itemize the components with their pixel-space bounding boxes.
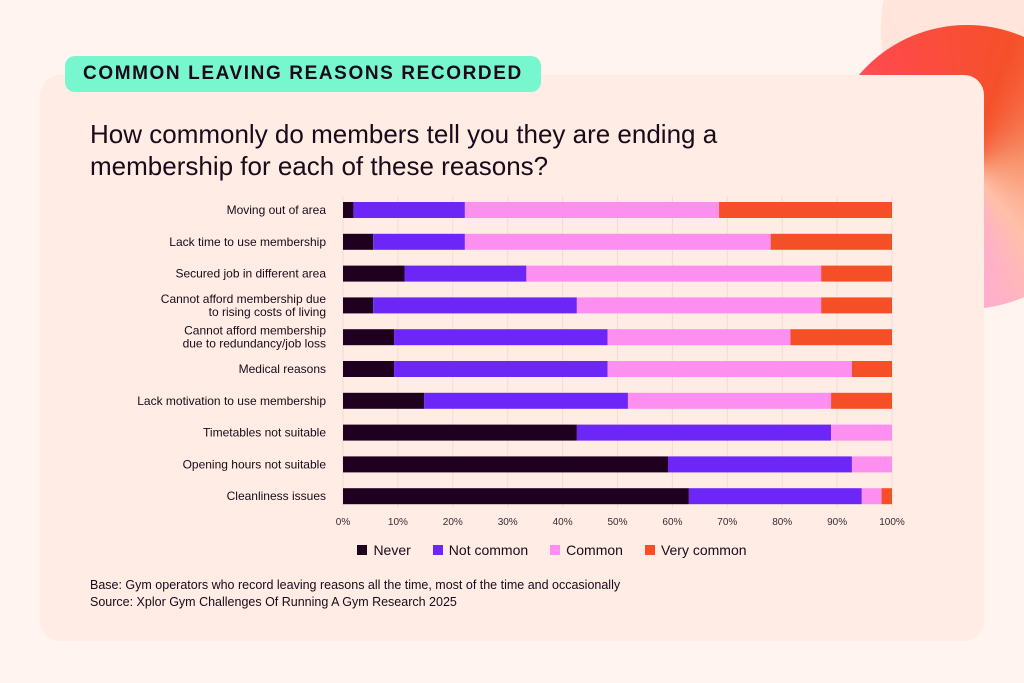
bar-segment-never: [343, 456, 669, 473]
bar-segment-not-common: [373, 297, 577, 314]
legend-swatch: [432, 545, 443, 555]
bar-segment-never: [343, 424, 577, 441]
category-label: Lack motivation to use membership: [137, 394, 326, 408]
bar-segment-very-common: [821, 265, 892, 282]
x-tick-label: 20%: [443, 517, 463, 528]
section-badge: COMMON LEAVING REASONS RECORDED: [65, 56, 541, 92]
category-label: due to redundancy/job loss: [183, 337, 326, 351]
legend-swatch: [550, 545, 561, 555]
chart-footer: Base: Gym operators who record leaving r…: [90, 577, 970, 611]
chart-legend: Never Not common Common Very common: [0, 542, 1024, 558]
bar-segment-very-common: [770, 233, 892, 250]
x-tick-label: 50%: [607, 517, 627, 528]
bar-segment-very-common: [790, 329, 892, 346]
bar-segment-very-common: [851, 361, 892, 377]
legend-item: Never: [357, 542, 411, 558]
bar-segment-common: [831, 424, 892, 441]
bar-segment-not-common: [668, 456, 852, 473]
legend-swatch: [644, 545, 655, 555]
legend-label: Not common: [448, 542, 529, 558]
bar-segment-never: [343, 329, 395, 346]
category-label: Cleanliness issues: [227, 489, 326, 503]
category-label: Medical reasons: [239, 362, 326, 376]
bar-segment-never: [343, 202, 354, 218]
bar-segment-very-common: [719, 202, 892, 218]
chart-title: How commonly do members tell you they ar…: [90, 119, 718, 181]
bar-segment-not-common: [353, 202, 465, 218]
bar-segment-common: [861, 488, 882, 505]
legend-label: Very common: [660, 542, 747, 558]
bar-segment-not-common: [394, 361, 608, 377]
category-label: Secured job in different area: [175, 267, 326, 281]
x-tick-label: 60%: [662, 517, 682, 528]
bar-segment-never: [343, 488, 689, 505]
bar-segment-common: [576, 297, 822, 314]
bar-segment-very-common: [881, 488, 892, 505]
legend-item: Not common: [432, 542, 529, 558]
category-label: Moving out of area: [227, 203, 327, 217]
legend-swatch: [357, 545, 368, 555]
category-label: Opening hours not suitable: [183, 457, 327, 471]
bar-segment-common: [627, 392, 832, 409]
category-label: Cannot afford membership due: [161, 292, 327, 306]
bar-segment-common: [526, 265, 822, 282]
x-tick-label: 0%: [336, 517, 351, 528]
bar-segment-common: [607, 361, 852, 377]
x-tick-label: 80%: [772, 517, 792, 528]
bar-segment-common: [607, 329, 791, 346]
category-label: Cannot afford membership: [184, 324, 326, 338]
bar-segment-common: [464, 233, 771, 250]
x-tick-label: 30%: [498, 517, 518, 528]
category-label: to rising costs of living: [209, 305, 326, 319]
bar-segment-never: [343, 392, 425, 409]
base-note: Base: Gym operators who record leaving r…: [90, 578, 621, 592]
bar-segment-not-common: [404, 265, 527, 282]
category-label: Timetables not suitable: [203, 426, 326, 440]
bar-segment-not-common: [576, 424, 832, 441]
bar-segment-not-common: [373, 233, 465, 250]
bar-segment-very-common: [831, 392, 892, 409]
x-tick-label: 70%: [717, 517, 737, 528]
x-tick-label: 100%: [879, 517, 905, 528]
chart-card: [40, 75, 984, 641]
x-tick-label: 90%: [827, 517, 847, 528]
bar-segment-common: [851, 456, 892, 473]
bar-segment-never: [343, 265, 405, 282]
bar-segment-never: [343, 361, 395, 377]
legend-label: Never: [373, 542, 411, 558]
x-tick-label: 10%: [388, 517, 408, 528]
bar-segment-never: [343, 297, 374, 314]
category-label: Lack time to use membership: [169, 235, 326, 249]
source-note: Source: Xplor Gym Challenges Of Running …: [90, 595, 457, 609]
legend-label: Common: [566, 542, 623, 558]
x-tick-label: 40%: [553, 517, 573, 528]
bar-segment-not-common: [688, 488, 862, 505]
legend-item: Very common: [644, 542, 747, 558]
legend-item: Common: [550, 542, 623, 558]
bar-segment-not-common: [394, 329, 608, 346]
bar-segment-common: [464, 202, 720, 218]
bar-segment-never: [343, 233, 374, 250]
bar-segment-very-common: [821, 297, 892, 314]
bar-segment-not-common: [424, 392, 628, 409]
